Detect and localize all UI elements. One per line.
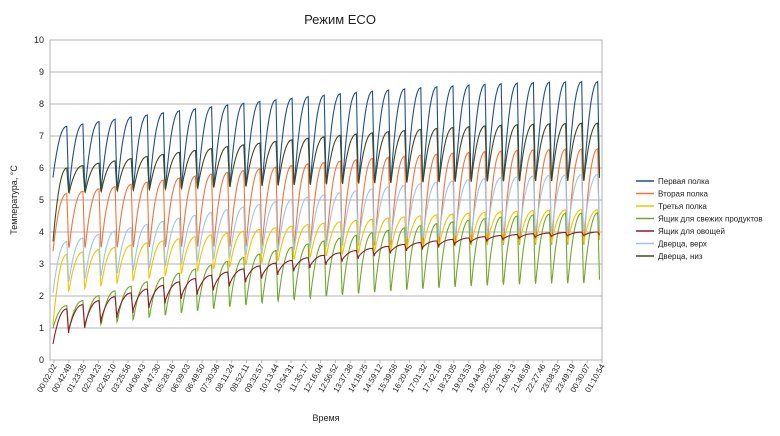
y-tick-label: 9	[39, 67, 44, 77]
y-tick-label: 6	[39, 163, 44, 173]
y-tick-label: 4	[39, 227, 44, 237]
series-line-6	[52, 173, 601, 293]
series-lines	[52, 80, 601, 345]
y-tick-label: 2	[39, 291, 44, 301]
y-tick-label: 3	[39, 259, 44, 269]
legend-label: Дверца, низ	[658, 252, 703, 261]
legend-label: Третья полка	[658, 202, 707, 211]
y-tick-label: 0	[39, 355, 44, 365]
series-line-4	[52, 211, 601, 331]
legend-label: Дверца, верх	[658, 240, 707, 249]
series-line-5	[52, 231, 600, 345]
plot-area-border	[49, 39, 603, 361]
y-tick-label: 1	[39, 323, 44, 333]
series-line-7	[52, 122, 601, 242]
legend-label: Ящик для овощей	[658, 227, 725, 236]
y-tick-label: 5	[39, 195, 44, 205]
legend-label: Ящик для свежих продуктов	[658, 215, 763, 224]
y-axis-label: Температура, °C	[9, 165, 19, 235]
x-axis-label: Время	[312, 413, 339, 423]
legend: Первая полка Вторая полка Третья полка Ящик…	[636, 177, 763, 261]
y-axis-ticks: 0 1 2 3 4 5 6 7 8 9 10	[34, 35, 44, 365]
y-tick-label: 8	[39, 99, 44, 109]
series-line-3	[52, 208, 601, 325]
legend-label: Вторая полка	[658, 190, 708, 199]
legend-label: Первая полка	[658, 177, 710, 186]
chart-title: Режим ECO	[304, 12, 376, 27]
y-tick-label: 10	[34, 35, 44, 45]
y-tick-label: 7	[39, 131, 44, 141]
x-axis-ticks: 00:02:0200:42:4901:23:3502:04:2302:45:10…	[35, 360, 607, 394]
